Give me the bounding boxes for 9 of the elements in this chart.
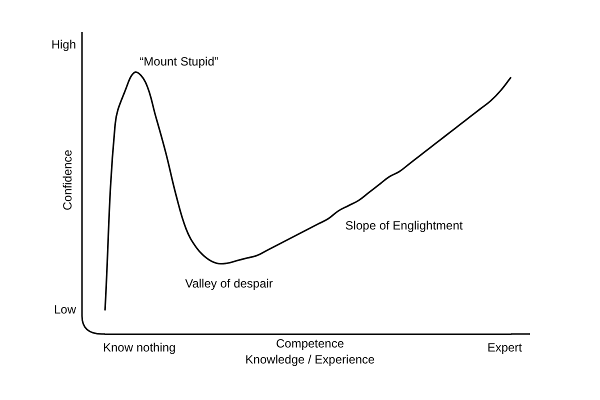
annotation: Valley of despair (185, 276, 273, 290)
text: Low (54, 302, 76, 316)
text: “Mount Stupid” (140, 54, 218, 68)
annotation: Slope of Englightment (345, 218, 464, 232)
x-axis-title: Competence Knowledge / Experience (245, 336, 376, 366)
text: Know nothing (103, 340, 176, 354)
text: Expert (487, 340, 523, 354)
text: High (51, 37, 76, 52)
y-axis-title: Confidence (60, 149, 74, 210)
